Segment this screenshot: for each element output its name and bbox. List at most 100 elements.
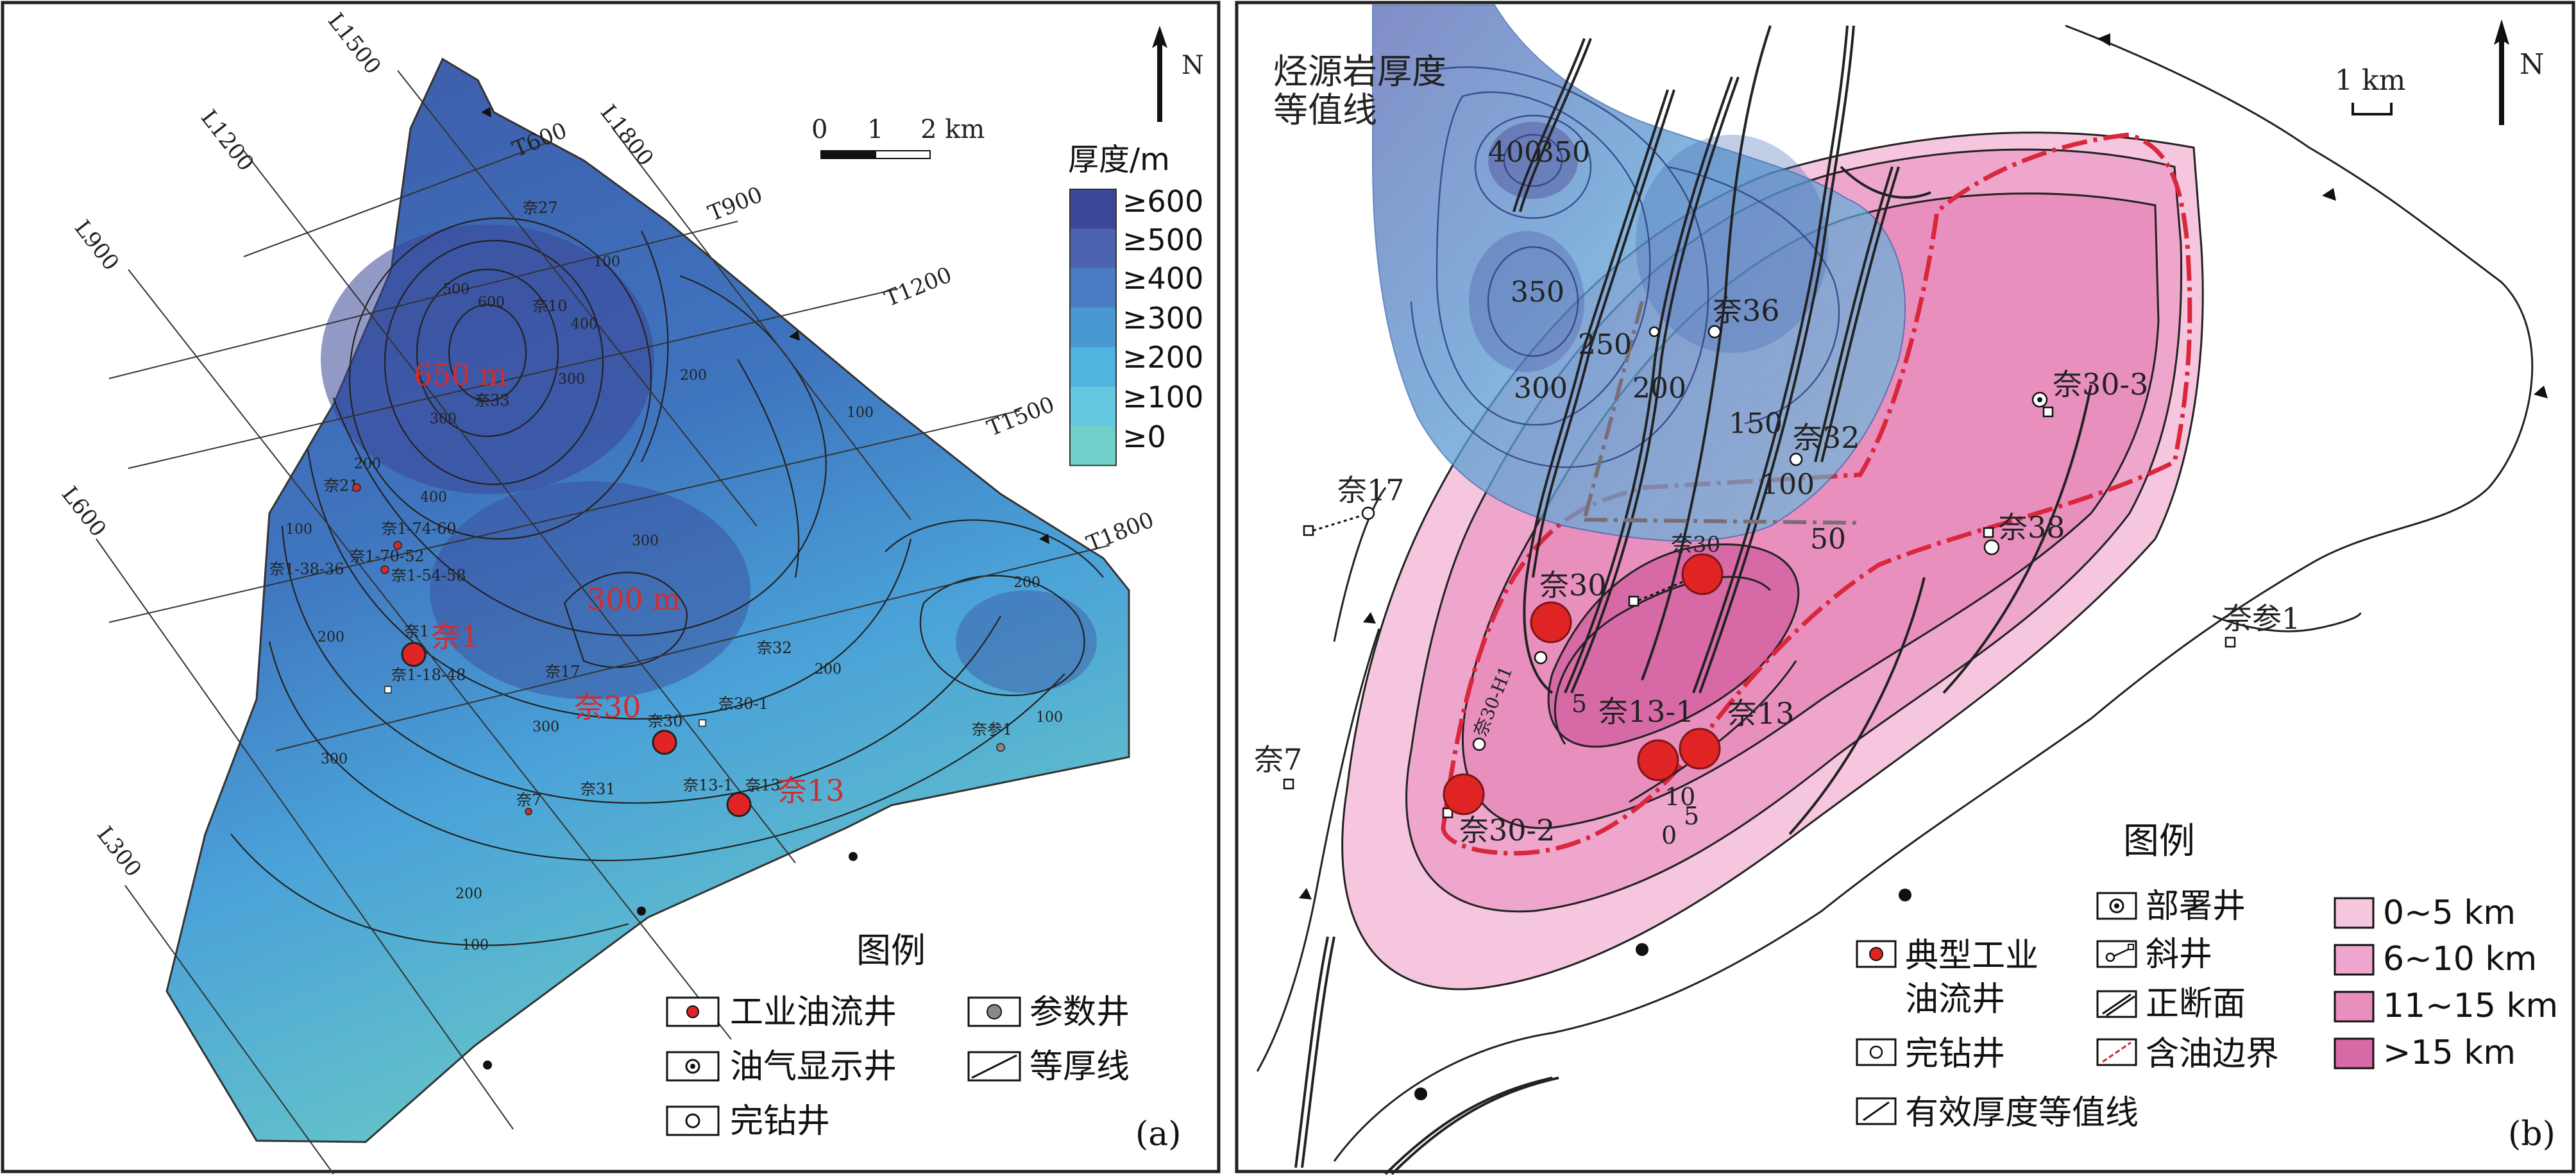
legend-b-effective: 有效厚度等值线 [1905, 1094, 2139, 1132]
source-rock-label-line2: 等值线 [1273, 90, 1377, 130]
legend-oil-boundary-icon [2102, 1041, 2131, 1063]
contour-label: 100 [285, 522, 312, 538]
contour-value-labels: 500 600 300 400 300 200 100 200 400 300 … [285, 254, 1063, 953]
legend-class-swatch [2334, 944, 2375, 976]
colorbar-frame [1069, 189, 1117, 466]
legend-completed-well-icon [685, 1113, 700, 1129]
effective-contour-label: 5 [1684, 802, 1699, 830]
source-contour-label: 50 [1810, 523, 1846, 556]
scale-bar-a: 0 1 2 km [811, 115, 985, 159]
legend-a-item-param: 参数井 [1030, 993, 1130, 1032]
legend-param-well-icon [987, 1004, 1002, 1019]
industrial-well-b [1637, 739, 1679, 781]
contour-label: 600 [478, 294, 505, 311]
source-contour-lines [1410, 66, 1840, 468]
well-marker [1789, 452, 1803, 466]
colorbar-swatch [1070, 426, 1116, 466]
well-marker [1648, 326, 1660, 337]
well-label-naican1: 奈参1 [972, 720, 1012, 738]
industrial-well-b [1530, 601, 1572, 643]
legend-b-oil-boundary: 含油边界 [2146, 1035, 2279, 1073]
well-marker [1707, 325, 1722, 339]
panel-a: L1500 L1200 L900 L600 L300 L1800 T600 T9… [1, 1, 1221, 1175]
legend-b-deviated: 斜井 [2146, 935, 2212, 974]
industrial-wells-a [401, 642, 752, 817]
annotation-650m: 650 m [414, 357, 507, 392]
scale-label-b: 1 km [2335, 64, 2405, 97]
source-contour-label: 150 [1729, 407, 1783, 440]
source-contour-label: 400 [1488, 136, 1542, 169]
well-marker [380, 565, 389, 574]
well-marker [1983, 539, 2000, 556]
contour-label: 200 [318, 629, 344, 645]
well-label-nai30-3: 奈30-3 [2053, 367, 2148, 402]
colorbar-swatch [1070, 307, 1116, 347]
north-label-b: N [2520, 48, 2545, 81]
well-marker [2224, 636, 2236, 648]
well-marker [1283, 778, 1294, 790]
source-contour-label: 200 [1632, 372, 1686, 405]
well-marker [1303, 525, 1314, 536]
industrial-well-nai1 [401, 642, 427, 667]
survey-grid [96, 70, 1110, 1175]
annotation-nai30: 奈30 [574, 690, 641, 724]
industrial-well-nai13 [726, 792, 752, 817]
legend-b-class-label: >15 km [2383, 1034, 2516, 1072]
legend-b-completed: 完钻井 [1905, 1035, 2005, 1073]
well-marker [1361, 506, 1375, 520]
boundary-fault-marks-a [481, 107, 1049, 1069]
well-label-nai30-b: 奈30 [1539, 568, 1607, 602]
well-label-nai13-small: 奈13 [745, 776, 781, 794]
colorbar-swatch [1070, 189, 1116, 229]
contour-label: 400 [571, 316, 598, 332]
well-label-nai13-1: 奈13-1 [683, 776, 733, 794]
colorbar-label: ≥200 [1123, 340, 1203, 375]
panel-b: 烃源岩厚度 等值线 400 350 350 250 300 200 150 10… [1235, 1, 2575, 1175]
well-label-nai32: 奈32 [757, 639, 792, 657]
well-label-nai10: 奈10 [532, 297, 568, 315]
contour-label: 200 [815, 661, 842, 677]
depocenter-south [430, 481, 750, 699]
well-label-nai7: 奈7 [516, 791, 541, 809]
boundary-fault-marks-b [1299, 33, 2548, 1100]
well-label-nai13-1-b: 奈13-1 [1598, 694, 1694, 729]
well-marker [384, 686, 392, 694]
legend-a: 图例 工业油流井 参数井 油气显示井 等厚线 完钻井 [666, 930, 1130, 1141]
well-label-nai1-18-48: 奈1-18-48 [391, 666, 466, 684]
well-label-nai1-54-58: 奈1-54-58 [391, 567, 466, 584]
well-label-nai38: 奈38 [1998, 510, 2065, 545]
well-marker [525, 808, 532, 815]
legend-a-title: 图例 [856, 930, 926, 971]
well-markers-b [1283, 325, 2236, 819]
legend-class-swatch [2334, 1037, 2375, 1069]
contour-label: 500 [443, 282, 470, 298]
well-markers-a [352, 483, 1005, 815]
colorbar-labels: ≥600 ≥500 ≥400 ≥300 ≥200 ≥100 ≥0 [1123, 184, 1203, 454]
legend-b-fault: 正断面 [2146, 985, 2246, 1023]
well-marker [699, 719, 706, 727]
colorbar-label: ≥400 [1123, 261, 1203, 296]
legend-b-classes [2334, 897, 2375, 1069]
well-label-nai30-small: 奈30 [1671, 532, 1720, 558]
legend-completed-well-b-icon [1869, 1045, 1883, 1059]
source-contour-label: 300 [1514, 372, 1568, 405]
contour-label: 100 [593, 254, 620, 270]
well-marker [996, 743, 1005, 752]
well-label-nai1-70-52: 奈1-70-52 [350, 547, 425, 565]
contour-label: 100 [1036, 710, 1063, 726]
annotation-nai13: 奈13 [777, 773, 845, 808]
legend-normal-fault-icon [2102, 993, 2131, 1015]
colorbar-label: ≥500 [1123, 223, 1203, 257]
colorbar-label: ≥100 [1123, 380, 1203, 414]
north-arrow-b: N [2494, 19, 2545, 125]
legend-class-swatch [2334, 897, 2375, 929]
contour-label: 200 [680, 368, 707, 384]
contour-label: 200 [354, 456, 381, 472]
industrial-well-nai30 [652, 729, 677, 755]
source-rock-label: 烃源岩厚度 等值线 [1273, 51, 1446, 130]
annotation-300m: 300 m [587, 582, 681, 617]
contour-label: 300 [532, 719, 559, 735]
source-contour-labels: 400 350 350 250 300 200 150 100 50 [1488, 136, 1846, 556]
scale-tick-0: 0 [811, 115, 827, 144]
colorbar-swatch [1070, 228, 1116, 268]
